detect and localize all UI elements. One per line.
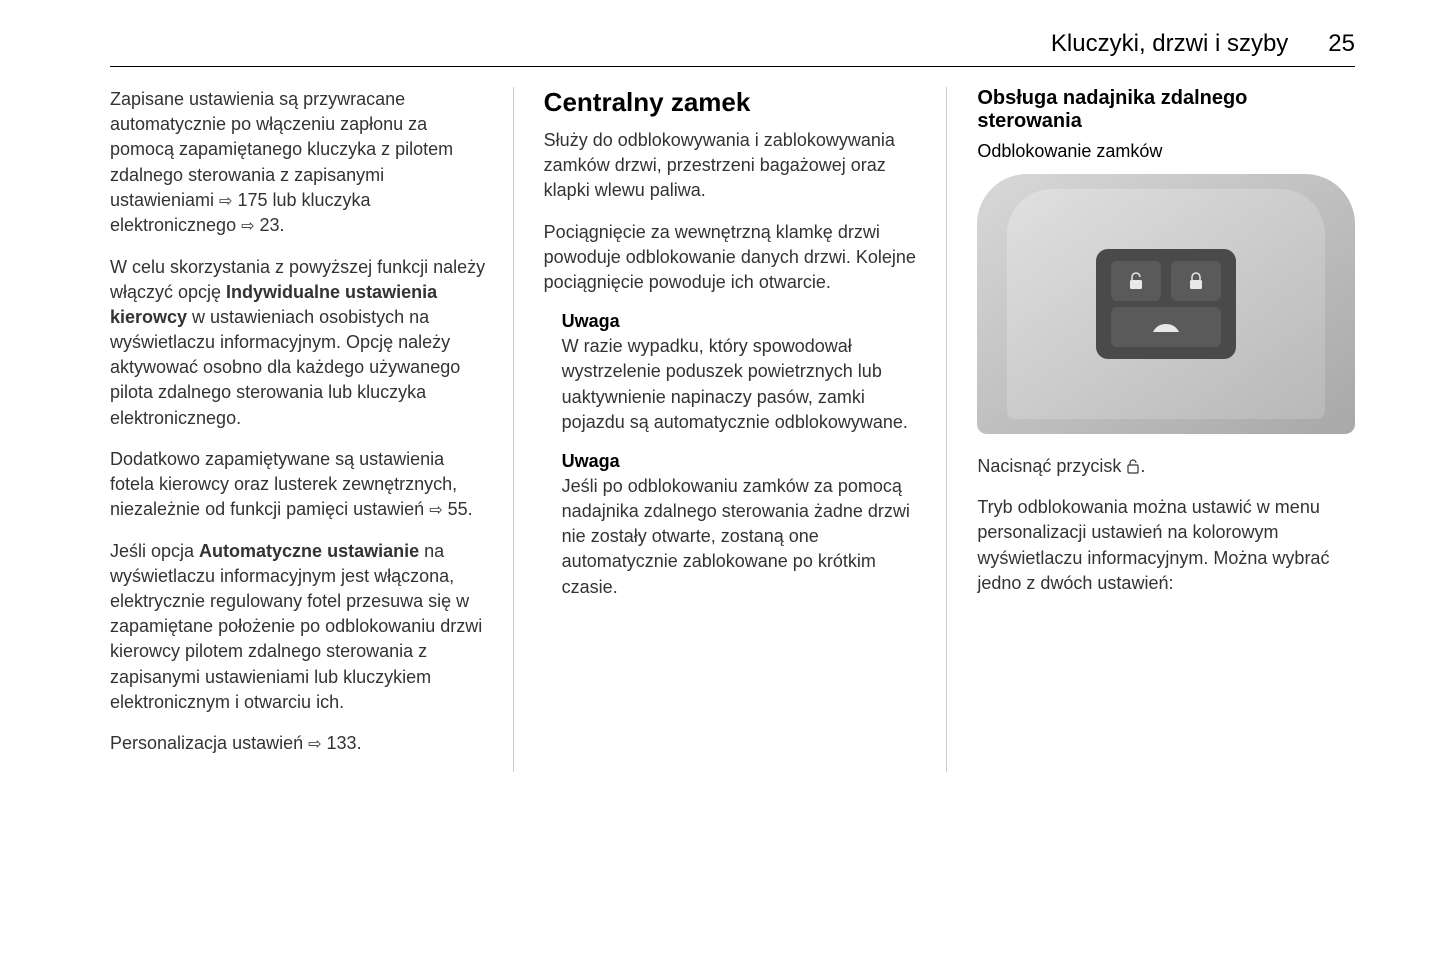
text: Dodatkowo zapamiętywane są ustawienia fo… xyxy=(110,449,457,519)
col2-paragraph-2: Pociągnięcie za wewnętrzną klamkę drzwi … xyxy=(544,220,922,296)
col1-paragraph-4: Jeśli opcja Automatyczne ustawianie na w… xyxy=(110,539,488,715)
key-buttons-panel xyxy=(1096,249,1236,359)
col1-paragraph-3: Dodatkowo zapamiętywane są ustawienia fo… xyxy=(110,447,488,523)
unlock-button-icon xyxy=(1126,459,1140,475)
col3-paragraph-1: Nacisnąć przycisk . xyxy=(977,454,1355,479)
text: na wyświetlaczu informacyjnym jest włącz… xyxy=(110,541,482,712)
content-columns: Zapisane ustawienia są przywracane autom… xyxy=(110,87,1355,772)
text: Jeśli opcja xyxy=(110,541,199,561)
col1-paragraph-5: Personalizacja ustawień ⇨ 133. xyxy=(110,731,488,756)
column-2: Centralny zamek Służy do odblokowywania … xyxy=(544,87,948,772)
page-header: Kluczyki, drzwi i szyby 25 xyxy=(110,30,1355,67)
page-ref: 175 xyxy=(237,190,267,210)
text: Nacisnąć przycisk xyxy=(977,456,1126,476)
note-text: Jeśli po odblokowaniu zamków za pomocą n… xyxy=(562,474,922,600)
text: . xyxy=(357,733,362,753)
col2-paragraph-1: Służy do odblokowywania i zablokowywania… xyxy=(544,128,922,204)
text: . xyxy=(280,215,285,235)
col1-paragraph-1: Zapisane ustawienia są przywracane autom… xyxy=(110,87,488,239)
key-lock-button-icon xyxy=(1171,261,1221,301)
reference-arrow-icon: ⇨ xyxy=(308,734,321,756)
note-title: Uwaga xyxy=(562,311,922,332)
col3-paragraph-2: Tryb odblokowania można ustawić w menu p… xyxy=(977,495,1355,596)
column-3: Obsługa nadajnika zdalnego sterowania Od… xyxy=(977,87,1355,772)
key-trunk-button-icon xyxy=(1111,307,1221,347)
page-ref: 23 xyxy=(260,215,280,235)
note-block-1: Uwaga W razie wypadku, który spowodował … xyxy=(544,311,922,435)
reference-arrow-icon: ⇨ xyxy=(241,216,254,238)
lock-icon xyxy=(1187,272,1205,290)
bold-text: Automatyczne ustawianie xyxy=(199,541,419,561)
key-unlock-button-icon xyxy=(1111,261,1161,301)
key-fob-illustration xyxy=(977,174,1355,434)
text: . xyxy=(1140,456,1145,476)
text: Personalizacja ustawień xyxy=(110,733,308,753)
note-block-2: Uwaga Jeśli po odblokowaniu zamków za po… xyxy=(544,451,922,600)
page-number: 25 xyxy=(1328,30,1355,58)
central-lock-heading: Centralny zamek xyxy=(544,87,922,118)
header-title: Kluczyki, drzwi i szyby xyxy=(1051,30,1288,58)
text: . xyxy=(468,499,473,519)
key-body xyxy=(1007,189,1325,419)
remote-control-heading: Obsługa nadajnika zdalnego sterowania xyxy=(977,87,1355,133)
reference-arrow-icon: ⇨ xyxy=(219,191,232,213)
unlock-icon xyxy=(1127,272,1145,290)
page-ref: 55 xyxy=(448,499,468,519)
col1-paragraph-2: W celu skorzystania z powyższej funkcji … xyxy=(110,255,488,431)
column-1: Zapisane ustawienia są przywracane autom… xyxy=(110,87,514,772)
note-text: W razie wypadku, który spowodował wystrz… xyxy=(562,334,922,435)
reference-arrow-icon: ⇨ xyxy=(429,500,442,522)
page-ref: 133 xyxy=(327,733,357,753)
note-title: Uwaga xyxy=(562,451,922,472)
unlock-subheading: Odblokowanie zamków xyxy=(977,141,1355,162)
trunk-icon xyxy=(1151,320,1181,334)
